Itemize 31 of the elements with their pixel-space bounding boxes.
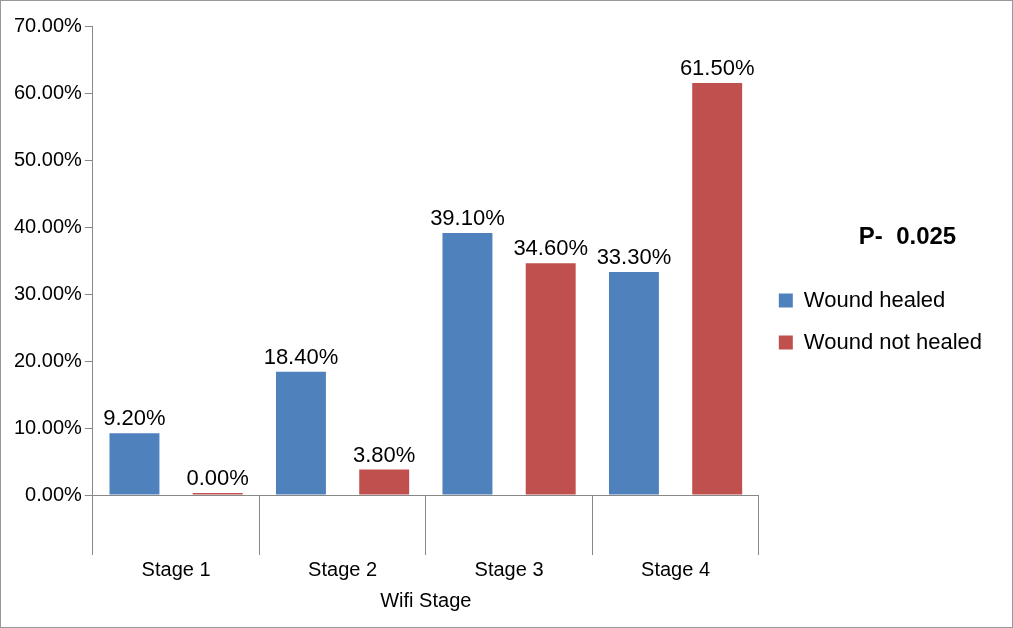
y-tick-label: 20.00%: [13, 348, 83, 371]
x-tick-label: Stage 3: [474, 557, 544, 580]
data-label: 61.50%: [679, 55, 755, 81]
legend-label: Wound not healed: [803, 328, 983, 354]
x-axis-title: Wifi Stage: [380, 588, 472, 611]
text: P- 0.025: [858, 222, 957, 250]
bar: [525, 263, 576, 495]
data-label: 33.30%: [596, 243, 672, 269]
bar: [275, 371, 326, 495]
bar: [692, 82, 743, 495]
data-label: 39.10%: [430, 205, 505, 231]
y-tick-label: 0.00%: [25, 482, 83, 505]
x-tick-label: Stage 4: [641, 557, 711, 580]
y-tick-label: 60.00%: [13, 80, 83, 103]
y-tick-label: 10.00%: [13, 415, 83, 438]
bar: [608, 271, 659, 495]
bar: [109, 433, 160, 495]
data-label: 18.40%: [263, 343, 339, 369]
data-label: 34.60%: [513, 235, 589, 261]
bar: [359, 469, 410, 495]
data-label: 9.20%: [103, 405, 166, 431]
y-tick-label: 50.00%: [13, 147, 83, 170]
bar: [442, 233, 493, 495]
data-label: 0.00%: [186, 465, 249, 491]
y-tick-label: 30.00%: [13, 281, 83, 304]
legend-label: Wound healed: [803, 286, 946, 312]
x-tick-label: Stage 2: [308, 557, 378, 580]
data-label: 3.80%: [353, 441, 416, 467]
y-tick-label: 70.00%: [13, 13, 83, 36]
x-tick-label: Stage 1: [141, 557, 211, 580]
y-tick-label: 40.00%: [13, 214, 83, 237]
